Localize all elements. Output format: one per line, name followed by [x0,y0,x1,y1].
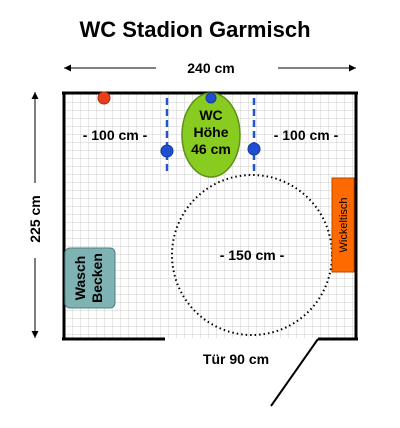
grab-bar-right [247,98,261,172]
changing-table: Wickeltisch [331,177,355,273]
page-title: WC Stadion Garmisch [79,17,310,42]
left-space-label: - 100 cm - [83,127,148,143]
toilet: WC Höhe 46 cm [181,92,241,178]
wash-basin-label-line1: Wasch [72,256,88,301]
width-label: 240 cm [187,60,234,76]
door-leaf [270,338,319,407]
turning-circle-label: - 150 cm - [220,247,285,263]
right-space-label: - 100 cm - [274,127,339,143]
wash-basin: Wasch Becken [64,247,116,309]
height-dimension: 225 cm [27,92,43,338]
toilet-label-line3: 46 cm [191,141,231,157]
wash-basin-label-line2: Becken [89,253,105,303]
door: Tür 90 cm [203,338,319,407]
grab-bar-left [160,98,174,172]
width-dimension: 240 cm [64,60,356,76]
changing-table-label: Wickeltisch [338,197,350,252]
toilet-label-line1: WC [199,107,222,123]
door-label: Tür 90 cm [203,351,269,367]
emergency-button [97,91,111,105]
toilet-label-line2: Höhe [194,124,229,140]
height-label: 225 cm [27,195,43,242]
walls [62,91,358,341]
